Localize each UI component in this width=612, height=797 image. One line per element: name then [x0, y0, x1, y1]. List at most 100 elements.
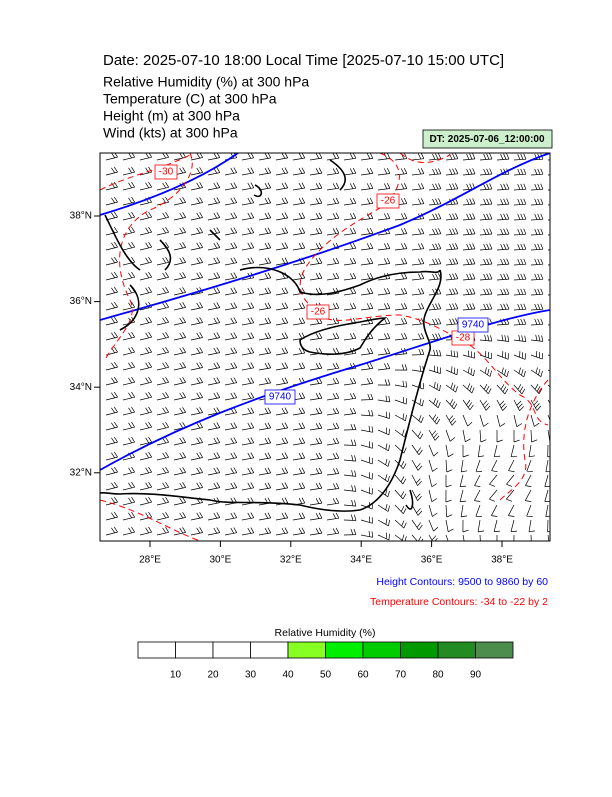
wind-barb	[479, 168, 493, 176]
wind-barb	[530, 367, 543, 377]
wind-barb	[377, 167, 391, 176]
wind-barb	[258, 497, 272, 506]
wind-barb	[309, 512, 323, 521]
wind-barb	[309, 392, 323, 401]
wind-barb	[513, 228, 527, 236]
wind-barb	[224, 317, 238, 326]
wind-barb	[343, 514, 357, 521]
wind-barb	[343, 167, 357, 176]
wind-barb	[496, 273, 510, 281]
wind-barb	[496, 334, 510, 342]
wind-barb	[496, 430, 503, 443]
wind-barb	[139, 496, 152, 506]
wind-barb	[360, 456, 373, 465]
wind-barb	[526, 504, 533, 517]
init-box	[422, 129, 553, 149]
wind-barb	[224, 227, 238, 236]
wind-barb	[258, 272, 272, 281]
wind-barb	[343, 332, 357, 341]
colorbar-box	[362, 641, 401, 659]
wind-barb	[275, 212, 289, 221]
field-line: Relative Humidity (%) at 300 hPa	[103, 74, 309, 90]
wind-barb	[309, 272, 323, 281]
wind-barb	[496, 153, 510, 161]
wind-barb	[275, 407, 289, 416]
wind-barb	[224, 482, 238, 491]
wind-barb	[496, 183, 510, 191]
wind-barb	[343, 454, 357, 462]
wind-barb	[428, 429, 440, 441]
wind-barb	[122, 481, 135, 491]
wind-barb	[360, 287, 374, 296]
height-contour	[100, 153, 239, 216]
wind-barb	[462, 213, 476, 221]
wind-barb	[207, 153, 221, 161]
wind-barb	[411, 168, 425, 176]
wind-barb	[343, 499, 357, 507]
wind-barb	[173, 332, 186, 341]
wind-barb	[377, 212, 391, 221]
wind-barb	[445, 198, 459, 206]
wind-barb	[258, 362, 272, 371]
wind-barb	[394, 489, 407, 500]
wind-barb	[224, 392, 238, 401]
wind-barb	[394, 519, 407, 529]
wind-barb	[377, 153, 391, 161]
wind-barb	[508, 504, 515, 517]
wind-barb	[173, 362, 186, 371]
wind-barb	[479, 198, 493, 206]
wind-barb	[258, 242, 272, 251]
wind-barb	[530, 414, 540, 427]
height-contour	[100, 309, 550, 471]
wind-barb	[105, 481, 118, 491]
wind-barb	[343, 377, 357, 386]
wind-barb	[122, 166, 135, 176]
init-time: DT: 2025-07-06_12:00:00	[429, 134, 545, 145]
wind-barb	[275, 347, 289, 356]
wind-barb	[173, 212, 186, 221]
wind-barb	[258, 287, 272, 296]
wind-barb	[360, 167, 374, 176]
wind-barb	[377, 302, 391, 311]
colorbar-label: 60	[357, 670, 369, 681]
wind-barb	[462, 198, 476, 206]
wind-barb	[224, 272, 238, 281]
wind-barb	[224, 527, 238, 536]
wind-barb	[105, 406, 118, 416]
wind-barb	[530, 318, 544, 326]
contour-label: -30	[159, 167, 174, 178]
colorbar: 10 20 30 40 50 60 70 80 90	[137, 641, 514, 681]
legend-note: Height Contours: 9500 to 9860 by 60	[376, 576, 548, 588]
wind-barb	[428, 333, 442, 341]
wind-barb	[292, 302, 306, 311]
wind-barb	[275, 242, 289, 251]
wind-barb	[173, 242, 186, 251]
wind-barb	[496, 198, 510, 206]
wind-barb	[513, 534, 515, 541]
colorbar-label: 80	[432, 670, 444, 681]
wind-barb	[445, 504, 453, 518]
wind-barb	[513, 153, 527, 161]
wind-barb	[105, 466, 118, 476]
wind-barb	[275, 182, 289, 191]
wind-barb	[224, 257, 238, 266]
wind-barb	[292, 167, 306, 176]
wind-barb	[139, 211, 152, 221]
wind-barb	[377, 242, 391, 251]
wind-barb	[190, 362, 204, 371]
wind-barb	[513, 258, 527, 266]
wind-barb	[258, 482, 272, 491]
wind-barb	[326, 422, 340, 431]
wind-barb	[292, 437, 306, 446]
wind-barb	[241, 422, 255, 431]
wind-barb	[122, 181, 135, 191]
wind-barb	[513, 414, 523, 427]
wind-barb	[275, 257, 289, 266]
wind-barb	[292, 407, 306, 416]
wind-barb	[545, 459, 550, 473]
wind-barb	[428, 153, 442, 161]
wind-barb	[241, 467, 255, 476]
wind-barb	[275, 362, 289, 371]
wind-barb	[343, 528, 357, 536]
wind-barb	[547, 429, 550, 442]
